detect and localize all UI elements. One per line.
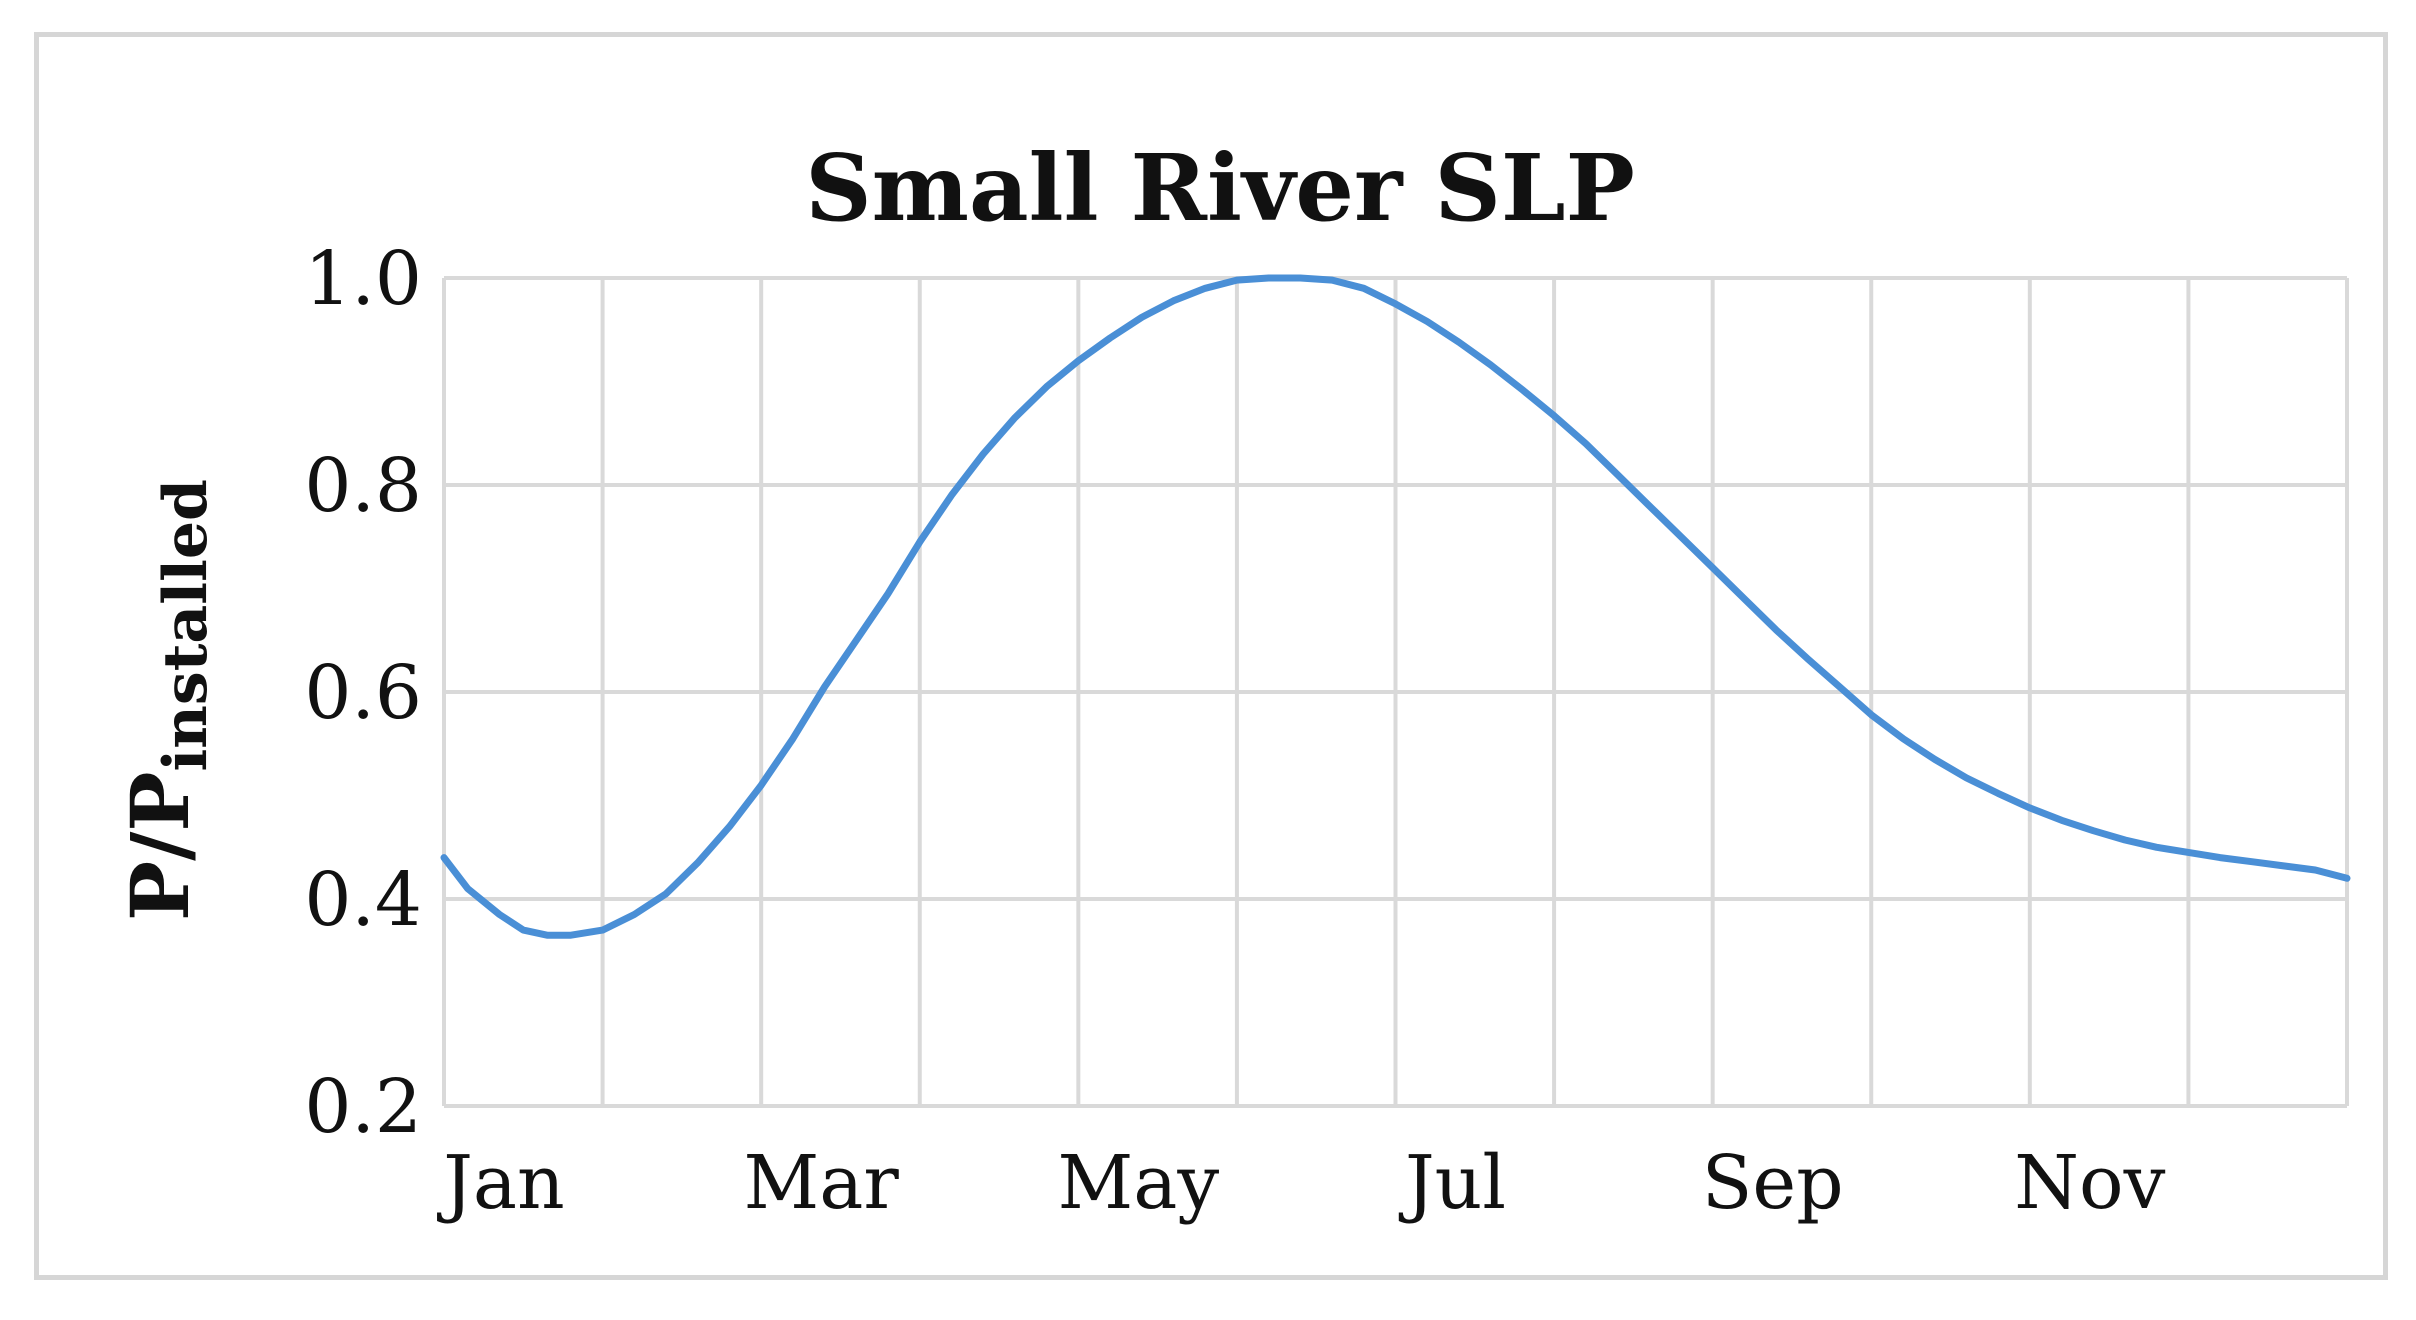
series-layer: [440, 274, 2351, 939]
x-tick-label: Jul: [1398, 1140, 1506, 1226]
y-tick-label: 0.8: [304, 443, 422, 529]
y-axis-label: P/Pinstalled: [113, 479, 221, 921]
y-axis-label-subscript: installed: [151, 479, 221, 772]
series-line: [440, 274, 2351, 939]
x-tick-label: Jan: [436, 1140, 564, 1226]
x-tick-label: Mar: [744, 1140, 900, 1226]
y-tick-label: 0.6: [304, 650, 422, 736]
x-tick-label: May: [1057, 1140, 1219, 1226]
y-tick-label: 0.4: [304, 857, 422, 943]
chart-frame: [34, 32, 2388, 1280]
y-tick-label: 0.2: [304, 1064, 422, 1150]
chart-title: Small River SLP: [805, 134, 1635, 242]
x-tick-labels: Jan Mar May Jul Sep Nov: [436, 1140, 2165, 1226]
x-tick-label: Sep: [1702, 1140, 1844, 1226]
y-axis-label-main: P/P: [113, 771, 207, 921]
grid: [442, 276, 2349, 1108]
y-tick-labels: 0.2 0.4 0.6 0.8 1.0: [304, 236, 422, 1150]
y-tick-label: 1.0: [304, 236, 422, 322]
x-tick-label: Nov: [2014, 1140, 2165, 1226]
